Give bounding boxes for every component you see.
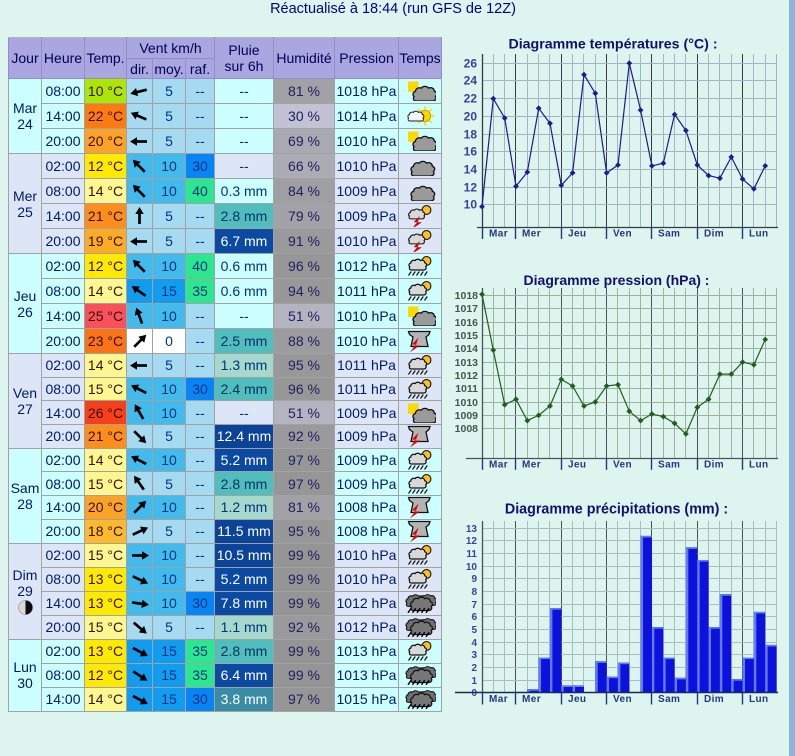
svg-text:22: 22 bbox=[464, 92, 478, 106]
svg-text:1008: 1008 bbox=[455, 423, 479, 435]
svg-text:3: 3 bbox=[471, 650, 477, 661]
svg-text:Ven: Ven bbox=[613, 229, 632, 240]
svg-text:Sam: Sam bbox=[658, 229, 680, 240]
svg-text:Mar: Mar bbox=[489, 229, 508, 240]
svg-text:2: 2 bbox=[471, 663, 477, 674]
svg-text:Dim: Dim bbox=[704, 229, 724, 240]
svg-text:14: 14 bbox=[464, 163, 478, 177]
svg-text:1009: 1009 bbox=[455, 410, 479, 422]
svg-text:1015: 1015 bbox=[455, 330, 479, 342]
svg-text:Jeu: Jeu bbox=[568, 459, 586, 470]
svg-text:18: 18 bbox=[464, 128, 478, 142]
svg-text:1010: 1010 bbox=[455, 397, 479, 409]
svg-text:6: 6 bbox=[471, 612, 477, 623]
svg-text:Diagramme précipitations (mm): Diagramme précipitations (mm) : bbox=[505, 502, 728, 518]
svg-text:1: 1 bbox=[471, 676, 477, 687]
svg-text:Diagramme températures (°C) :: Diagramme températures (°C) : bbox=[508, 37, 717, 53]
svg-text:Lun: Lun bbox=[749, 694, 769, 705]
svg-text:Mar: Mar bbox=[489, 459, 508, 470]
svg-text:Diagramme pression (hPa) :: Diagramme pression (hPa) : bbox=[524, 272, 710, 288]
svg-text:1013: 1013 bbox=[455, 357, 479, 369]
svg-text:20: 20 bbox=[464, 110, 478, 124]
svg-text:12: 12 bbox=[466, 536, 478, 547]
svg-text:1017: 1017 bbox=[455, 303, 479, 315]
svg-text:8: 8 bbox=[471, 587, 477, 598]
svg-text:5: 5 bbox=[471, 625, 477, 636]
svg-text:1018: 1018 bbox=[455, 290, 479, 302]
svg-text:12: 12 bbox=[464, 181, 478, 195]
svg-text:Ven: Ven bbox=[613, 459, 632, 470]
svg-text:Sam: Sam bbox=[658, 459, 680, 470]
svg-text:1014: 1014 bbox=[455, 343, 479, 355]
svg-text:Jeu: Jeu bbox=[568, 229, 586, 240]
svg-text:9: 9 bbox=[471, 574, 477, 585]
svg-text:Dim: Dim bbox=[704, 459, 724, 470]
svg-text:Dim: Dim bbox=[704, 694, 724, 705]
svg-text:1011: 1011 bbox=[455, 383, 478, 395]
svg-text:1012: 1012 bbox=[455, 370, 479, 382]
svg-text:24: 24 bbox=[464, 74, 478, 88]
svg-text:Jeu: Jeu bbox=[568, 694, 586, 705]
svg-text:Mer: Mer bbox=[522, 694, 541, 705]
svg-text:7: 7 bbox=[471, 600, 477, 611]
svg-text:Lun: Lun bbox=[749, 459, 769, 470]
svg-text:0: 0 bbox=[471, 688, 477, 699]
svg-text:Mar: Mar bbox=[489, 694, 508, 705]
svg-text:Mer: Mer bbox=[522, 229, 541, 240]
svg-text:26: 26 bbox=[464, 57, 478, 71]
svg-text:16: 16 bbox=[464, 145, 478, 159]
svg-text:Ven: Ven bbox=[613, 694, 632, 705]
svg-text:Mer: Mer bbox=[522, 459, 541, 470]
svg-text:1016: 1016 bbox=[455, 317, 479, 329]
svg-text:11: 11 bbox=[466, 549, 477, 560]
svg-text:Sam: Sam bbox=[658, 694, 680, 705]
svg-text:Lun: Lun bbox=[749, 229, 769, 240]
svg-text:10: 10 bbox=[464, 198, 478, 212]
svg-text:13: 13 bbox=[466, 524, 478, 535]
svg-text:10: 10 bbox=[466, 562, 478, 573]
svg-text:4: 4 bbox=[471, 638, 477, 649]
